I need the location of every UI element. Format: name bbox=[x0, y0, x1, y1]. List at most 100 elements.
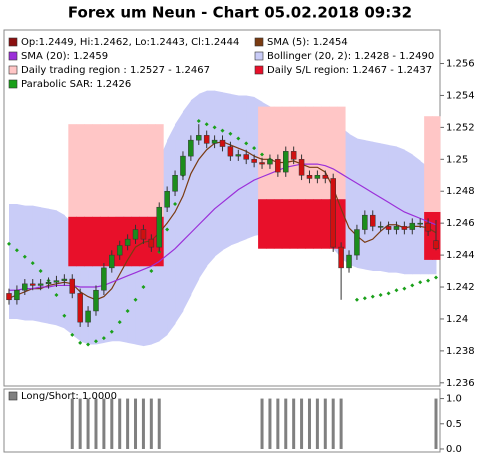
sar-dot bbox=[386, 291, 391, 296]
candle-body bbox=[188, 139, 194, 157]
candle-body bbox=[243, 154, 249, 160]
candle-body bbox=[433, 240, 439, 249]
region-block bbox=[329, 106, 338, 200]
y-tick-label: 1.236 bbox=[446, 378, 475, 389]
y-tick-label: 1.252 bbox=[446, 122, 475, 133]
y-tick-label: 1.242 bbox=[446, 282, 475, 293]
legend-swatch bbox=[8, 51, 18, 61]
indicator-bar bbox=[339, 398, 343, 449]
region-block bbox=[281, 199, 291, 249]
sar-dot bbox=[196, 118, 201, 123]
candle-body bbox=[290, 151, 297, 160]
candle-body bbox=[227, 146, 234, 157]
candle-body bbox=[330, 178, 336, 248]
region-block bbox=[265, 106, 275, 200]
y-tick-label: 1.254 bbox=[446, 90, 475, 101]
candle-body bbox=[219, 139, 226, 147]
y-tick-label: 1.24 bbox=[446, 314, 468, 325]
region-block bbox=[107, 124, 117, 217]
candle-body bbox=[45, 281, 52, 285]
legend-swatch bbox=[8, 65, 18, 75]
y-tick-label: 1.246 bbox=[446, 218, 475, 229]
candle-body bbox=[275, 159, 281, 173]
sar-dot bbox=[133, 297, 138, 302]
band-area bbox=[230, 93, 239, 246]
candle-body bbox=[393, 226, 400, 230]
indicator-bar bbox=[276, 398, 280, 449]
sar-dot bbox=[394, 288, 399, 293]
legend-label: SMA (5): 1.2454 bbox=[267, 37, 348, 48]
sar-dot bbox=[426, 278, 431, 283]
y-tick-label: 1.244 bbox=[446, 250, 475, 261]
region-block bbox=[273, 199, 283, 249]
region-block bbox=[432, 116, 441, 212]
band-area bbox=[246, 95, 255, 240]
candle-body bbox=[124, 238, 131, 246]
region-block bbox=[107, 216, 117, 267]
sar-dot bbox=[362, 296, 367, 301]
region-block bbox=[297, 106, 307, 200]
legend-label: Long/Short: 1.0000 bbox=[21, 391, 117, 402]
candle-body bbox=[109, 254, 115, 269]
band-area bbox=[32, 205, 42, 323]
chart-title: Forex um Neun - Chart 05.02.2018 09:32 bbox=[68, 4, 412, 22]
region-block bbox=[131, 124, 140, 217]
y-tick-label: 1.0 bbox=[446, 394, 462, 405]
legend-swatch bbox=[254, 37, 264, 47]
indicator-bar bbox=[118, 398, 122, 449]
indicator-bar bbox=[260, 398, 264, 449]
line bbox=[9, 163, 437, 291]
candle-body bbox=[140, 229, 147, 240]
band-area bbox=[182, 100, 192, 311]
candle-body bbox=[346, 254, 352, 269]
region-block bbox=[139, 124, 148, 217]
candle-body bbox=[401, 226, 408, 230]
candle-body bbox=[29, 283, 36, 286]
band-area bbox=[198, 90, 208, 280]
legend-label: Daily S/L region: 1.2467 - 1.2437 bbox=[267, 65, 432, 76]
band-area bbox=[404, 149, 413, 275]
region-block bbox=[289, 199, 299, 249]
band-area bbox=[380, 143, 390, 273]
indicator-bar bbox=[110, 398, 114, 449]
region-block bbox=[92, 216, 101, 267]
sar-dot bbox=[30, 261, 35, 266]
sar-dot bbox=[212, 125, 217, 130]
candle-body bbox=[377, 226, 384, 228]
band-area bbox=[40, 207, 50, 324]
legend-label: Parabolic SAR: 1.2426 bbox=[21, 79, 131, 90]
indicator-bar bbox=[284, 398, 288, 449]
band-area bbox=[190, 93, 200, 296]
candle-body bbox=[298, 159, 305, 176]
region-block bbox=[297, 199, 307, 249]
sar-dot bbox=[86, 342, 91, 347]
candle-body bbox=[362, 214, 368, 230]
candle-body bbox=[203, 135, 210, 144]
indicator-bar bbox=[141, 398, 145, 449]
legend-swatch bbox=[8, 391, 18, 401]
y-tick-label: 1.256 bbox=[446, 59, 475, 70]
sar-dot bbox=[402, 286, 407, 291]
sar-dot bbox=[244, 141, 249, 146]
candle-body bbox=[69, 278, 76, 294]
indicator-bar bbox=[70, 398, 74, 449]
legend-swatch bbox=[8, 37, 18, 47]
candle-body bbox=[385, 226, 392, 230]
indicator-panel bbox=[3, 388, 441, 453]
sar-dot bbox=[228, 131, 233, 136]
candle-body bbox=[172, 175, 178, 192]
band-area bbox=[238, 95, 247, 243]
sar-dot bbox=[165, 227, 170, 232]
candle-body bbox=[6, 293, 12, 301]
candle-body bbox=[164, 190, 170, 208]
region-block bbox=[68, 216, 77, 267]
indicator-bar bbox=[331, 398, 335, 449]
candle-body bbox=[85, 310, 91, 323]
band-area bbox=[222, 92, 231, 251]
region-block bbox=[147, 124, 156, 217]
indicator-bar bbox=[126, 398, 130, 449]
band-area bbox=[175, 111, 184, 324]
candle-body bbox=[37, 283, 44, 286]
sar-dot bbox=[204, 122, 209, 127]
y-tick-label: 1.238 bbox=[446, 346, 475, 357]
